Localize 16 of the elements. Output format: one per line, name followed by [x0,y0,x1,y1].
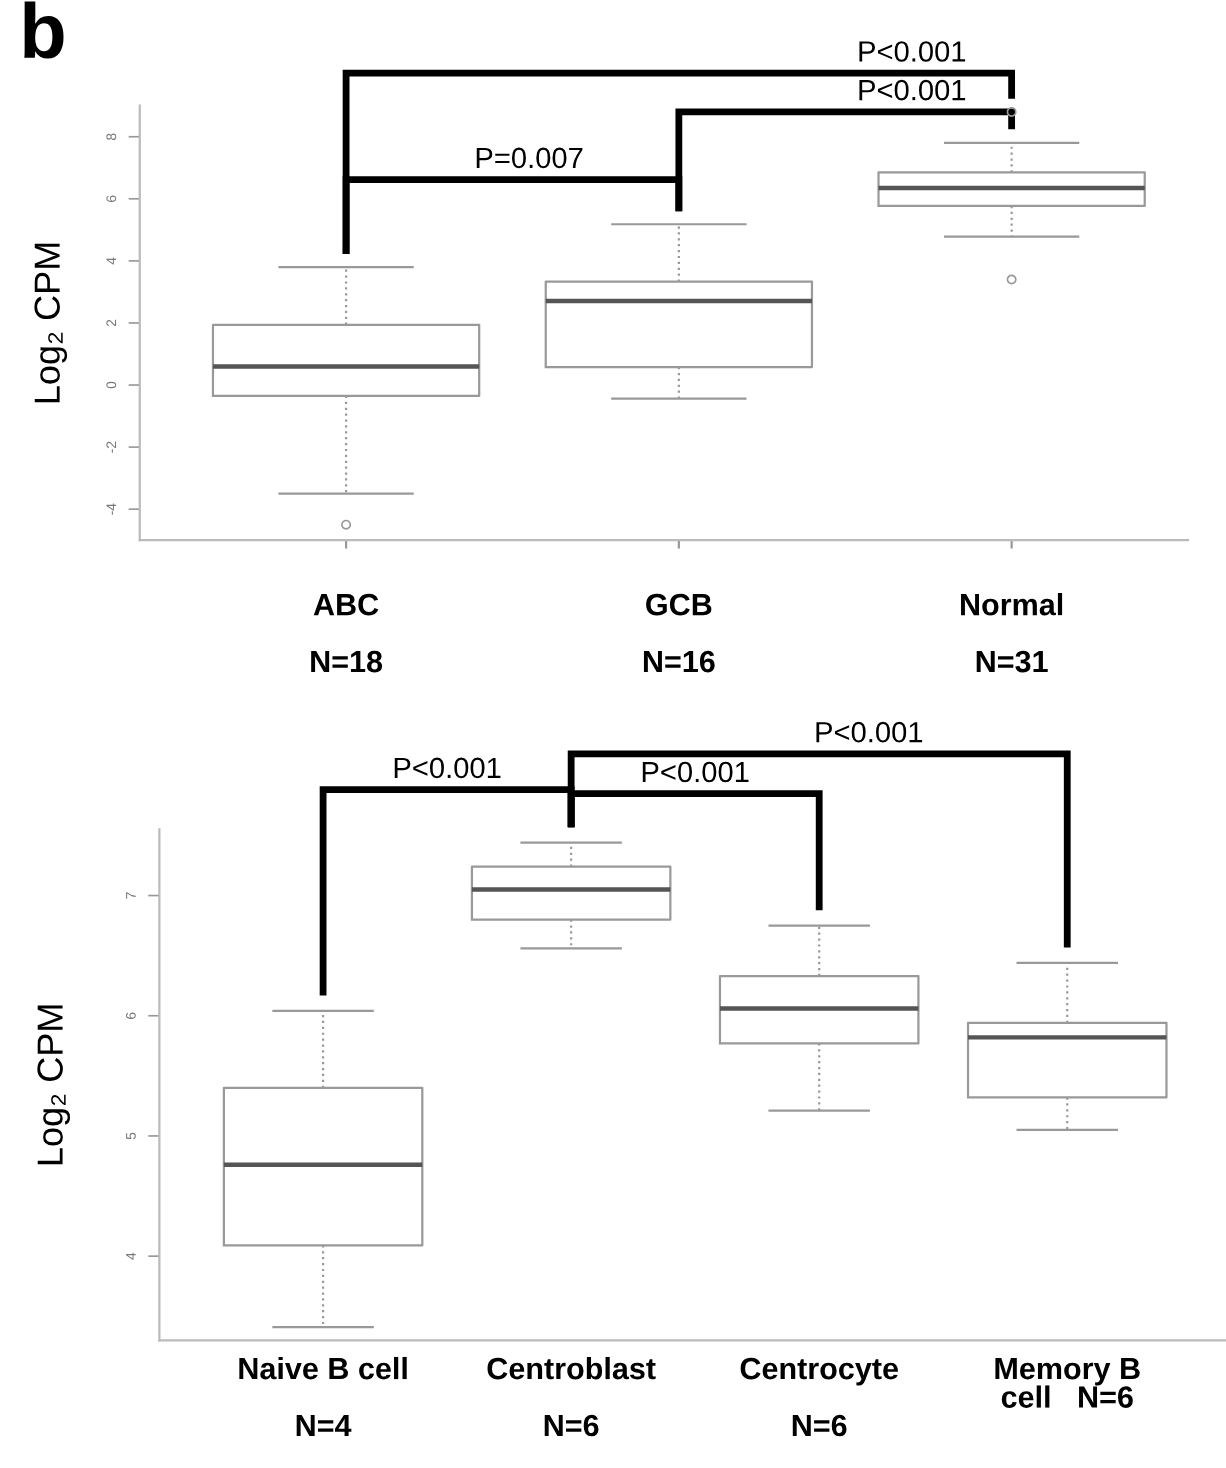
y-axis-title: Log₂ CPM [37,1005,71,1165]
y-axis-title: Log₂ CPM [34,243,68,403]
x-tick-label: GCB N=16 [643,593,715,673]
x-tick-label: Centroblast N=6 [487,1356,656,1437]
text: P<0.001 [816,721,923,743]
text: P<0.001 [859,41,966,62]
x-tick-label: Normal N=31 [961,593,1063,673]
text: P<0.001 [642,761,749,783]
x-tick-label: ABC N=18 [311,593,383,673]
x-tick-label: Centrocyte N=6 [740,1357,898,1437]
x-tick-label: Memory B cell N=6 [995,1358,1140,1408]
text: P<0.001 [394,757,501,779]
chart-title: b [24,1,64,59]
annotation: P=0.007 [476,147,583,169]
text: P<0.001 [859,79,966,101]
x-tick-label: Naive B cell N=4 [239,1356,407,1437]
